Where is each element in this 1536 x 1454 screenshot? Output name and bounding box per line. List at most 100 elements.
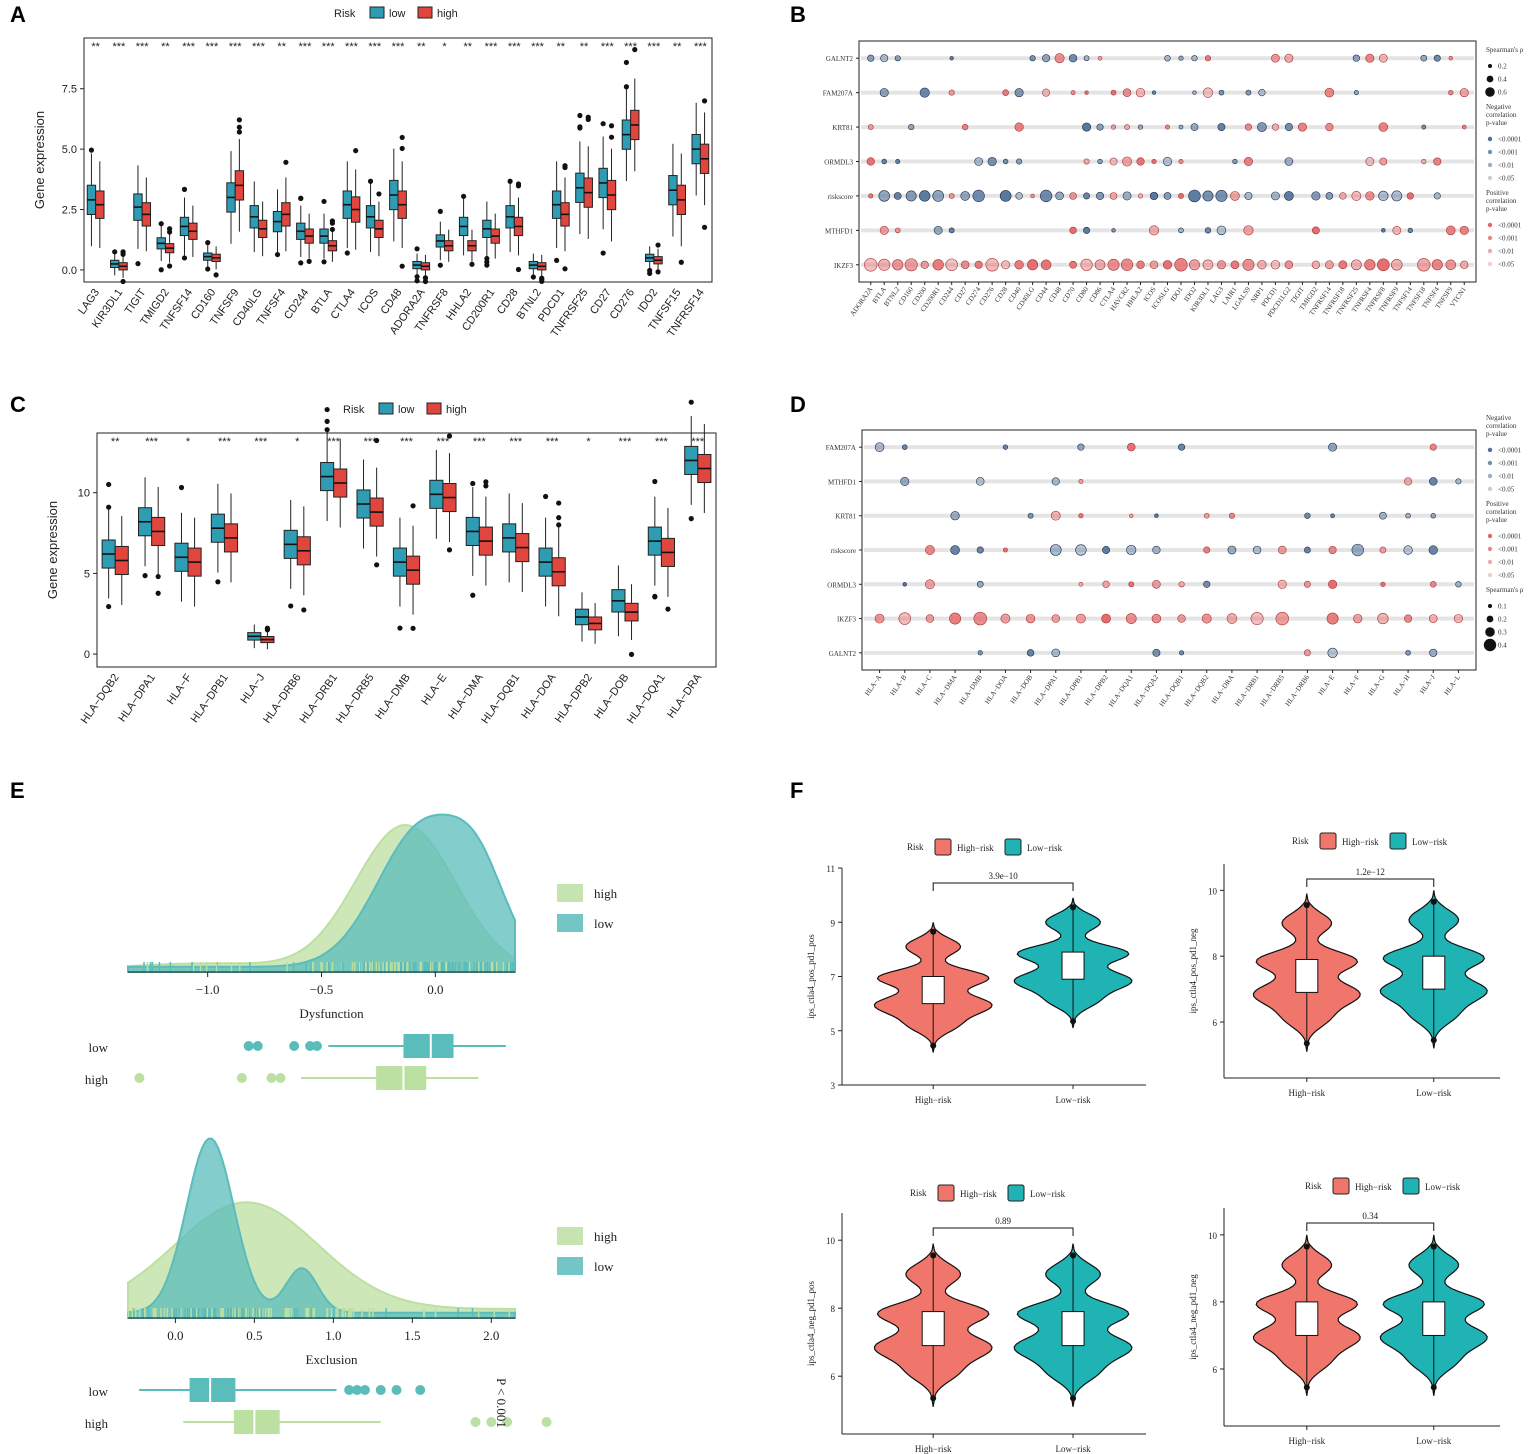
correlation-bubble <box>1014 88 1024 98</box>
correlation-bubble <box>879 88 889 98</box>
correlation-bubble <box>1204 512 1210 519</box>
y-tick-label: 6 <box>1213 1365 1218 1375</box>
correlation-bubble <box>1391 259 1403 271</box>
x-tick-label: 0.0 <box>427 982 443 997</box>
outlier-point <box>632 47 638 53</box>
correlation-bubble <box>1243 156 1253 167</box>
correlation-bubble <box>1278 545 1287 555</box>
correlation-bubble <box>1445 259 1456 271</box>
pos-legend-key <box>1487 235 1493 241</box>
correlation-bubble <box>1122 88 1132 97</box>
outlier-point <box>353 148 359 154</box>
correlation-bubble <box>1284 260 1294 270</box>
correlation-bubble <box>1164 55 1171 62</box>
correlation-bubble <box>976 477 985 486</box>
x-tick-label: CD276 <box>608 287 637 322</box>
correlation-bubble <box>1431 259 1443 271</box>
correlation-bubble <box>1460 260 1469 269</box>
correlation-bubble <box>1417 258 1431 272</box>
significance-label: *** <box>655 436 669 448</box>
correlation-bubble <box>1284 157 1294 166</box>
correlation-bubble <box>1111 228 1116 233</box>
correlation-bubble <box>1178 55 1184 61</box>
y-axis-label: ips_ctla4_neg_pd1_neg <box>1188 1274 1198 1360</box>
comparison-bracket <box>932 1227 1074 1236</box>
outlier-point <box>329 226 336 233</box>
correlation-bubble <box>976 580 984 588</box>
outlier-point <box>1430 1037 1437 1044</box>
correlation-bubble <box>1179 650 1185 656</box>
correlation-bubble <box>962 123 969 131</box>
correlation-bubble <box>1152 580 1161 589</box>
pos-legend-value: <0.001 <box>1498 546 1518 554</box>
panel-label-F: F <box>790 778 803 803</box>
correlation-bubble <box>1125 613 1137 624</box>
box-low <box>189 1378 236 1402</box>
correlation-bubble <box>1252 545 1262 555</box>
pos-legend-value: <0.05 <box>1498 572 1515 580</box>
correlation-bubble <box>1378 122 1389 132</box>
panel-label-E: E <box>10 778 25 803</box>
outlier-point <box>600 250 606 256</box>
outlier-point <box>652 478 658 485</box>
x-axis-label: Exclusion <box>306 1352 358 1367</box>
pos-legend-title: correlation <box>1486 197 1517 205</box>
correlation-bubble <box>1455 478 1462 485</box>
column-label: IDO1 <box>1169 285 1185 303</box>
legend-item-low: low <box>389 8 406 20</box>
correlation-bubble <box>1227 545 1237 555</box>
correlation-bubble <box>974 260 983 269</box>
correlation-bubble <box>1015 192 1023 200</box>
legend-item-High−risk: High−risk <box>1342 837 1379 847</box>
correlation-bubble <box>1311 191 1321 201</box>
violin-box <box>1422 955 1446 990</box>
x-tick-label: −1.0 <box>196 982 220 997</box>
pos-legend-key <box>1487 559 1493 565</box>
column-label: HLA−DQA2 <box>1132 673 1160 708</box>
outlier-point <box>930 928 937 935</box>
column-label: HLA−L <box>1443 674 1463 697</box>
correlation-bubble <box>1050 510 1061 521</box>
significance-label: *** <box>601 41 615 53</box>
outlier-point <box>298 195 304 201</box>
correlation-bubble <box>999 190 1012 202</box>
outlier-point <box>623 84 630 90</box>
correlation-bubble <box>976 546 984 554</box>
violin-panel-F1: 3 5 7 9 11 ips_ctla4_pos_pd1_pos Risk High−risk… <box>806 838 1146 1105</box>
correlation-bubble <box>1002 89 1009 96</box>
x-tick-label: HLA−F <box>165 672 195 707</box>
neg-legend-key <box>1487 447 1493 453</box>
y-tick-label: 11 <box>826 864 835 874</box>
column-label: HLA−DMB <box>958 673 984 706</box>
row-label: riskscore <box>831 547 856 555</box>
significance-label: *** <box>485 41 499 53</box>
correlation-bubble <box>1216 260 1226 270</box>
outlier-point <box>600 121 606 127</box>
box-high <box>376 1066 427 1090</box>
box-row-label-low: low <box>89 1384 109 1399</box>
correlation-bubble <box>1257 122 1267 132</box>
legend-key-high <box>426 402 442 415</box>
correlation-bubble <box>950 511 960 521</box>
outlier-point <box>321 198 327 205</box>
legend-item-High−risk: High−risk <box>960 1189 997 1199</box>
correlation-bubble <box>895 159 901 164</box>
correlation-bubble <box>1353 90 1359 96</box>
outlier-point <box>374 562 380 568</box>
outlier-point <box>515 183 522 189</box>
y-axis-label: ips_ctla4_neg_pd1_pos <box>806 1281 816 1366</box>
correlation-bubble <box>1325 192 1334 200</box>
y-tick-label: 10 <box>78 488 90 500</box>
x-tick-label: HLA−J <box>238 672 267 706</box>
x-tick-label: 0.0 <box>167 1328 183 1343</box>
significance-label: *** <box>647 41 661 53</box>
correlation-bubble <box>1328 579 1338 589</box>
density-low <box>127 1137 516 1319</box>
outlier-point <box>205 266 211 272</box>
pos-legend-value: <0.05 <box>1498 261 1515 269</box>
significance-label: *** <box>392 41 406 53</box>
outlier-point <box>446 547 453 553</box>
row-label: GALNT2 <box>826 55 854 63</box>
outlier-point <box>374 437 380 444</box>
correlation-bubble <box>1461 124 1467 130</box>
